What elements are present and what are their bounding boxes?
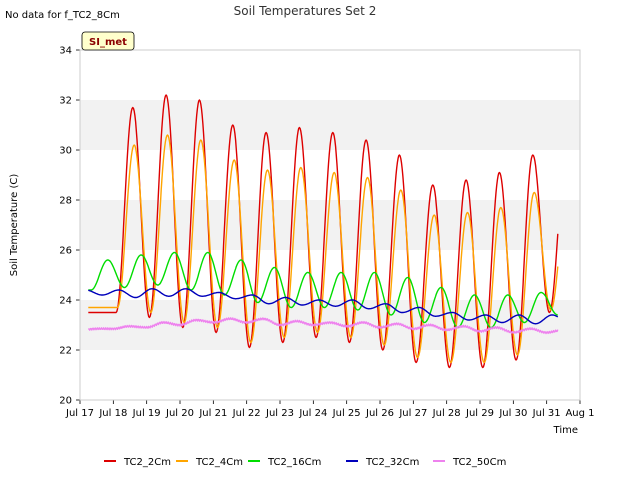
x-tick-label: Jul 24 <box>298 408 327 419</box>
series-line-tc2-2cm <box>88 94 559 369</box>
y-tick-label: 26 <box>59 246 72 257</box>
legend-label: TC2_16Cm <box>267 457 321 468</box>
legend-label: TC2_32Cm <box>365 457 419 468</box>
legend-label: TC2_4Cm <box>195 457 243 468</box>
y-tick-label: 30 <box>59 146 72 157</box>
x-axis-label: Time <box>553 425 578 436</box>
legend-label: TC2_50Cm <box>452 457 506 468</box>
x-tick-label: Jul 19 <box>132 408 161 419</box>
grid-band <box>80 300 580 350</box>
x-tick-label: Jul 17 <box>65 408 94 419</box>
x-tick-label: Jul 27 <box>398 408 427 419</box>
x-tick-label: Jul 21 <box>198 408 227 419</box>
plot-frame <box>79 49 581 401</box>
x-tick-label: Jul 18 <box>98 408 127 419</box>
y-axis-ticks: 20 22 24 26 28 30 32 34 <box>59 46 80 407</box>
y-tick-label: 22 <box>59 346 72 357</box>
y-axis-label: Soil Temperature (C) <box>9 174 20 277</box>
legend-label: TC2_2Cm <box>123 457 171 468</box>
legend: TC2_2Cm TC2_4Cm TC2_16Cm TC2_32Cm TC2_50Cm <box>104 457 506 468</box>
y-tick-label: 20 <box>59 396 72 407</box>
x-tick-label: Jul 29 <box>465 408 494 419</box>
x-tick-label: Aug 1 <box>565 408 594 419</box>
x-tick-label: Jul 25 <box>332 408 361 419</box>
site-badge: SI_met <box>81 31 135 51</box>
chart-title: Soil Temperatures Set 2 <box>234 4 377 18</box>
series-line-tc2-50cm <box>87 317 559 335</box>
x-tick-label: Jul 22 <box>232 408 261 419</box>
y-tick-label: 28 <box>59 196 72 207</box>
x-axis-ticks: Jul 17 Jul 18 Jul 19 Jul 20 Jul 21 Jul 22 Jul … <box>65 400 595 419</box>
x-tick-label: Jul 26 <box>365 408 394 419</box>
x-tick-label: Jul 20 <box>165 408 194 419</box>
site-badge-label: SI_met <box>89 37 127 48</box>
series-line-tc2-4cm <box>88 134 559 364</box>
x-tick-label: Jul 31 <box>532 408 561 419</box>
x-tick-label: Jul 30 <box>498 408 527 419</box>
x-tick-label: Jul 23 <box>265 408 294 419</box>
y-tick-label: 24 <box>59 296 72 307</box>
series-lines <box>87 94 559 369</box>
no-data-note: No data for f_TC2_8Cm <box>5 10 120 21</box>
x-tick-label: Jul 28 <box>432 408 461 419</box>
y-tick-label: 34 <box>59 46 72 57</box>
series-line-tc2-16cm <box>88 251 558 329</box>
y-tick-label: 32 <box>59 96 72 107</box>
series-line-tc2-32cm <box>88 288 559 325</box>
